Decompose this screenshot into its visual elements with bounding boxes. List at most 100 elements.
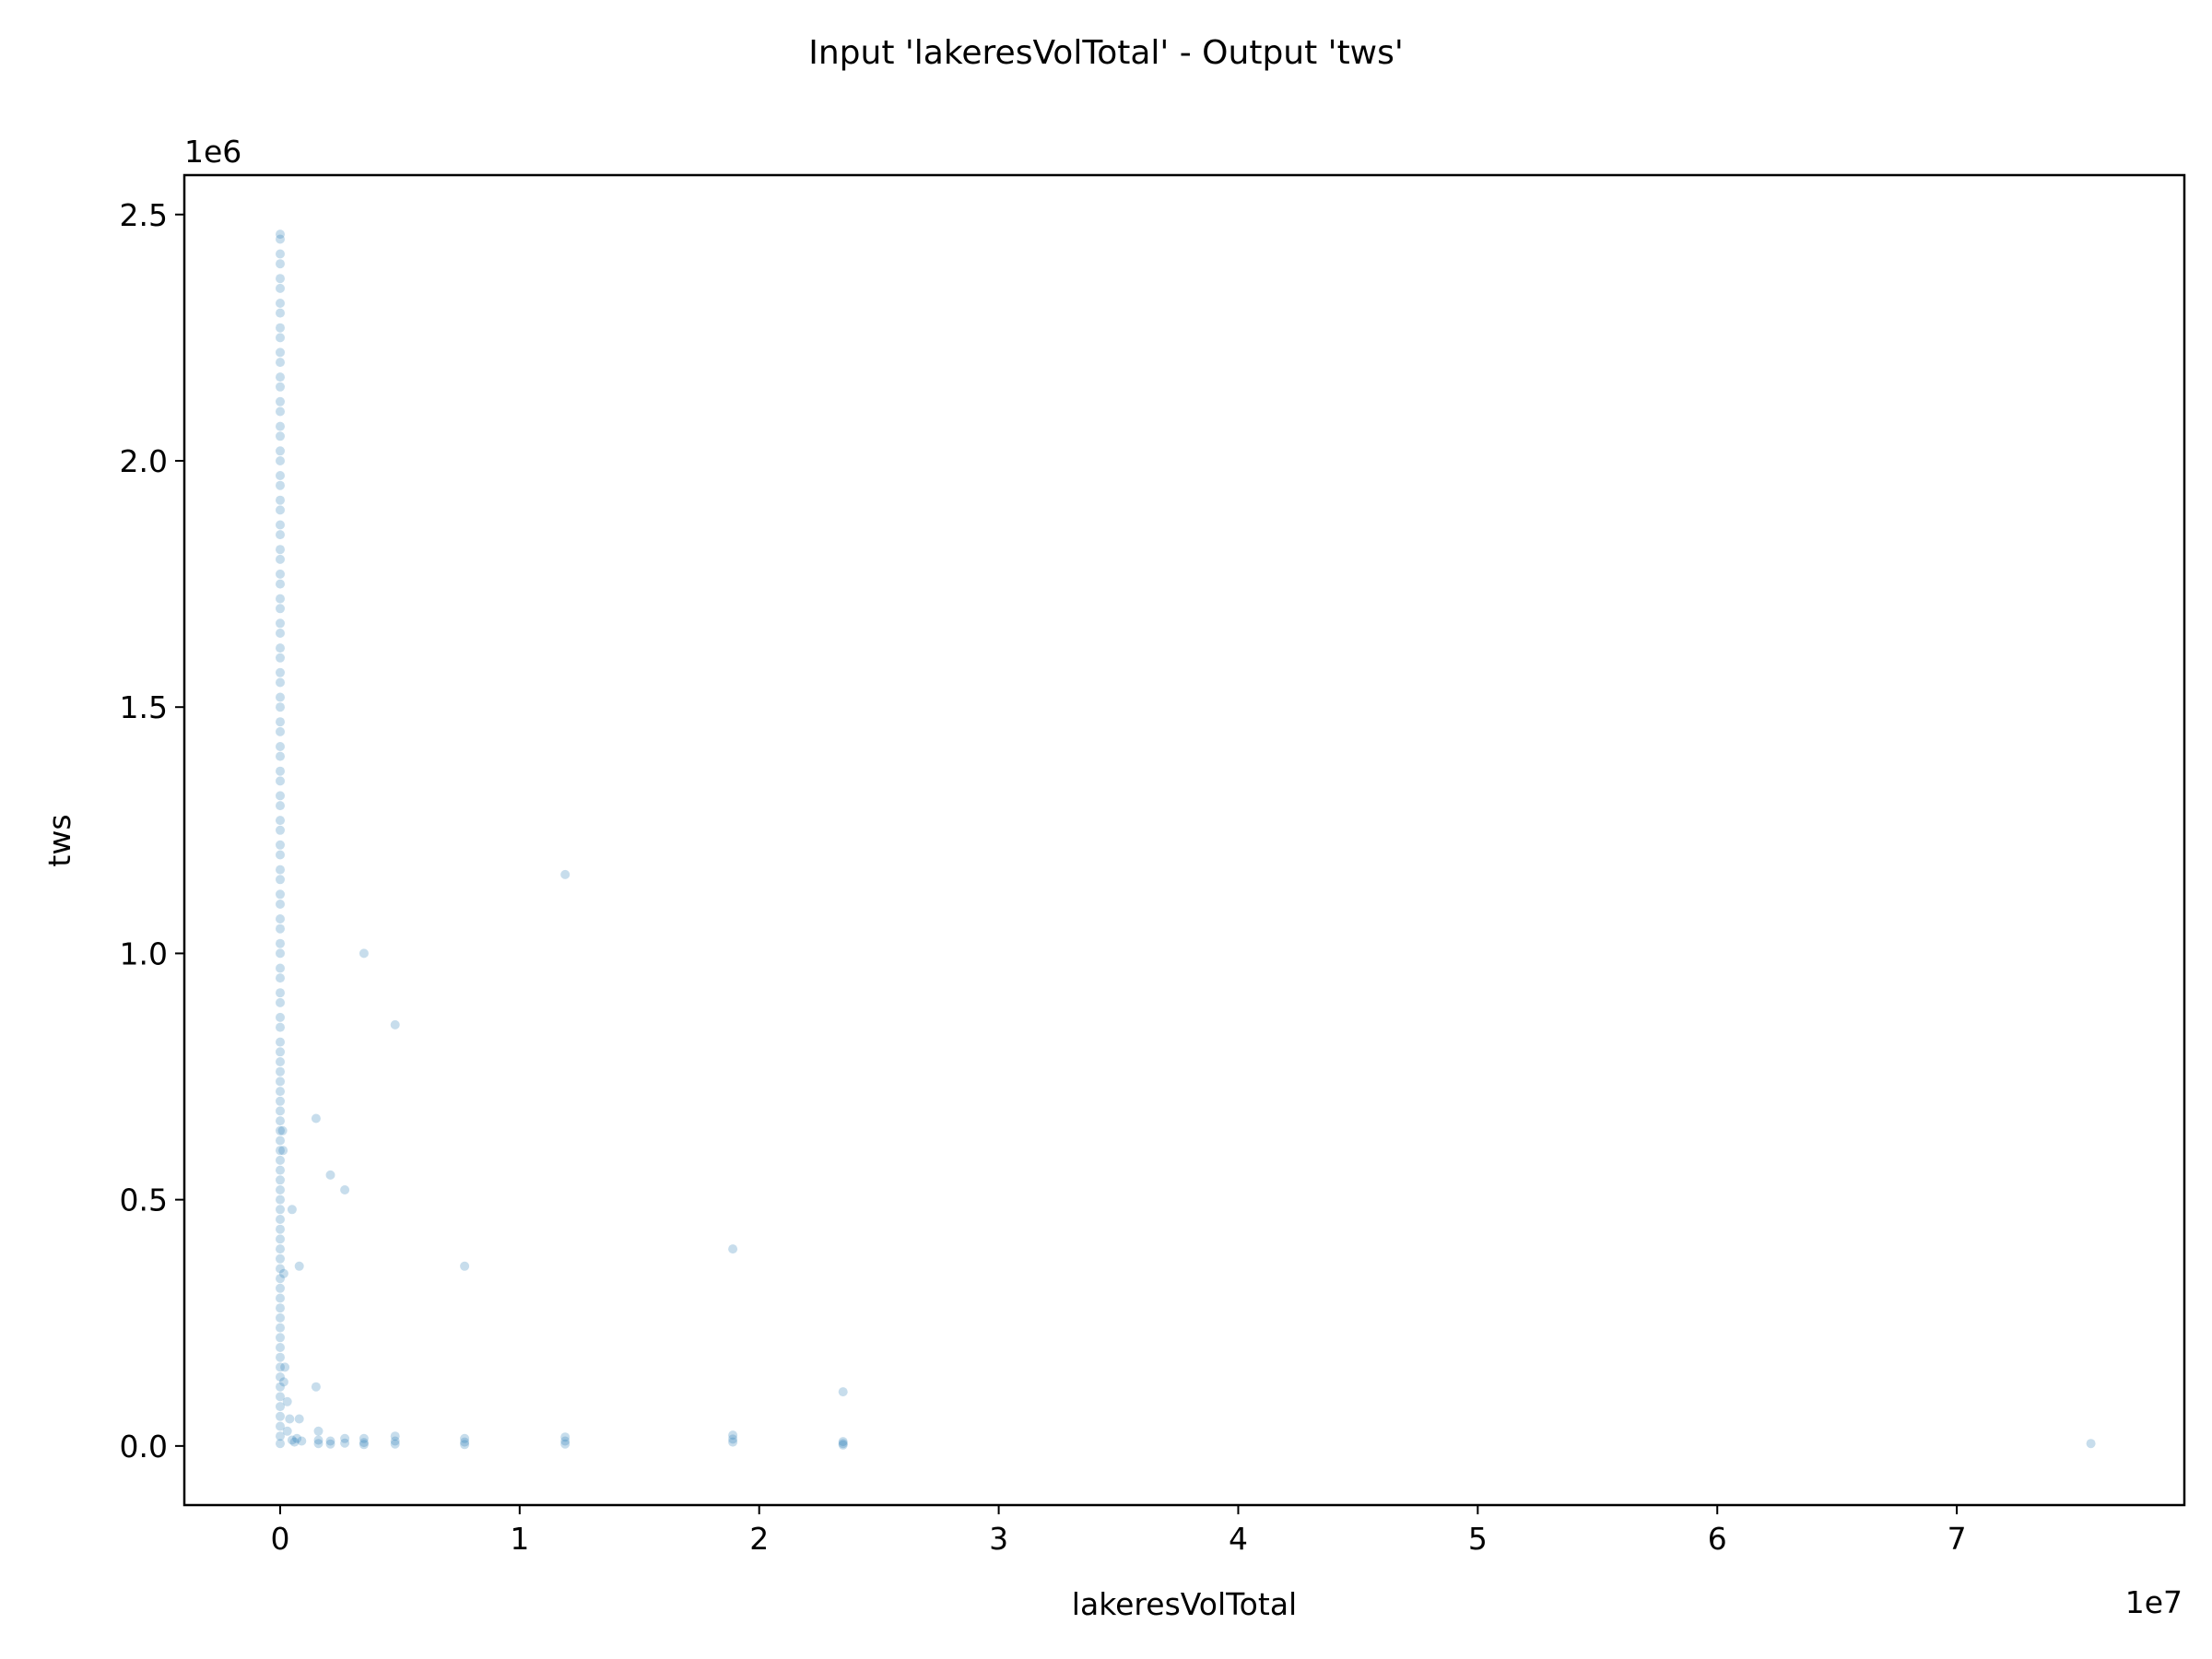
scatter-point <box>277 1125 288 1135</box>
scatter-point <box>276 1106 285 1116</box>
scatter-point <box>276 604 285 614</box>
scatter-point <box>390 1019 400 1030</box>
scatter-point <box>276 973 285 983</box>
scatter-point <box>276 579 285 589</box>
scatter-point <box>276 505 285 515</box>
scatter-point <box>276 1333 285 1343</box>
scatter-point <box>278 1146 288 1156</box>
scatter-point <box>276 520 285 530</box>
scatter-point <box>359 1438 369 1448</box>
scatter-point <box>276 283 285 293</box>
scatter-point <box>340 1433 350 1443</box>
scatter-point <box>276 1312 285 1323</box>
scatter-point <box>276 850 285 860</box>
scatter-point <box>276 333 285 343</box>
scatter-point <box>294 1261 304 1271</box>
scatter-point <box>359 948 369 959</box>
scatter-point <box>390 1436 400 1446</box>
scatter-point <box>276 1215 285 1224</box>
scatter-point <box>460 1437 470 1447</box>
scatter-point <box>2086 1439 2096 1449</box>
scatter-point <box>728 1434 738 1444</box>
scatter-point <box>276 1392 285 1402</box>
scatter-point <box>276 1372 285 1382</box>
scatter-point <box>276 801 285 811</box>
scatter-point <box>560 1439 571 1449</box>
x-tick-label: 1 <box>510 1521 529 1557</box>
scatter-point <box>390 1431 400 1441</box>
scatter-point <box>289 1437 300 1447</box>
scatter-point <box>276 717 285 727</box>
scatter-point <box>276 776 285 786</box>
scatter-point <box>276 997 285 1007</box>
scatter-point <box>276 471 285 480</box>
scatter-point <box>276 480 285 490</box>
scatter-point <box>287 1435 297 1445</box>
scatter-point <box>276 1402 285 1412</box>
scatter-point <box>276 840 285 850</box>
scatter-point <box>276 1125 285 1135</box>
y-axis-offset-label: 1e6 <box>184 134 241 170</box>
scatter-point <box>276 1352 285 1362</box>
scatter-point <box>276 396 285 406</box>
scatter-point <box>340 1438 350 1448</box>
x-axis-ticks: 0 1 2 3 4 5 6 7 <box>270 1505 1967 1557</box>
scatter-point <box>276 406 285 417</box>
scatter-point <box>276 629 285 638</box>
scatter-point <box>276 889 285 900</box>
scatter-point <box>276 1116 285 1126</box>
scatter-point <box>278 1268 288 1278</box>
scatter-point <box>276 751 285 761</box>
scatter-point <box>276 766 285 776</box>
scatter-point <box>276 643 285 653</box>
scatter-point <box>276 924 285 934</box>
scatter-point <box>276 900 285 909</box>
scatter-point <box>276 1022 285 1032</box>
y-tick-label: 2.5 <box>120 197 168 233</box>
scatter-point <box>276 726 285 736</box>
scatter-point <box>276 1253 285 1264</box>
scatter-point <box>276 667 285 677</box>
x-tick-label: 6 <box>1708 1521 1727 1557</box>
scatter-point <box>276 875 285 885</box>
scatter-point <box>292 1433 302 1443</box>
scatter-point <box>276 1224 285 1234</box>
scatter-point <box>838 1387 848 1397</box>
scatter-point <box>276 1264 285 1274</box>
scatter-point <box>276 1047 285 1057</box>
scatter-point <box>276 1155 285 1165</box>
y-tick-label: 2.0 <box>120 443 168 479</box>
scatter-point <box>325 1439 335 1449</box>
scatter-point <box>276 1421 285 1431</box>
scatter-point <box>276 229 285 240</box>
scatter-point <box>460 1433 470 1443</box>
scatter-point <box>838 1437 848 1447</box>
scatter-point <box>311 1382 321 1392</box>
scatter-point <box>460 1440 470 1450</box>
scatter-point <box>276 1343 285 1352</box>
scatter-point <box>460 1261 470 1271</box>
y-tick-label: 0.0 <box>120 1429 168 1465</box>
y-tick-label: 1.0 <box>120 935 168 971</box>
scatter-point <box>325 1436 335 1446</box>
scatter-point <box>276 1411 285 1421</box>
scatter-point <box>276 530 285 540</box>
y-axis-ticks: 0.0 0.5 1.0 1.5 2.0 2.5 <box>120 197 184 1465</box>
scatter-point <box>276 456 285 465</box>
scatter-point <box>294 1414 304 1424</box>
scatter-point <box>276 1077 285 1087</box>
scatter-point <box>276 594 285 604</box>
x-tick-label: 2 <box>749 1521 769 1557</box>
scatter-point <box>276 1087 285 1097</box>
scatter-point <box>276 1293 285 1303</box>
scatter-point <box>359 1440 369 1450</box>
scatter-point <box>276 963 285 973</box>
scatter-point <box>276 1165 285 1175</box>
scatter-point <box>276 1185 285 1194</box>
x-tick-label: 3 <box>989 1521 1008 1557</box>
scatter-point <box>276 1274 285 1284</box>
scatter-point <box>276 1175 285 1185</box>
scatter-point <box>276 308 285 318</box>
scatter-point <box>276 274 285 284</box>
scatter-point <box>560 1436 571 1446</box>
